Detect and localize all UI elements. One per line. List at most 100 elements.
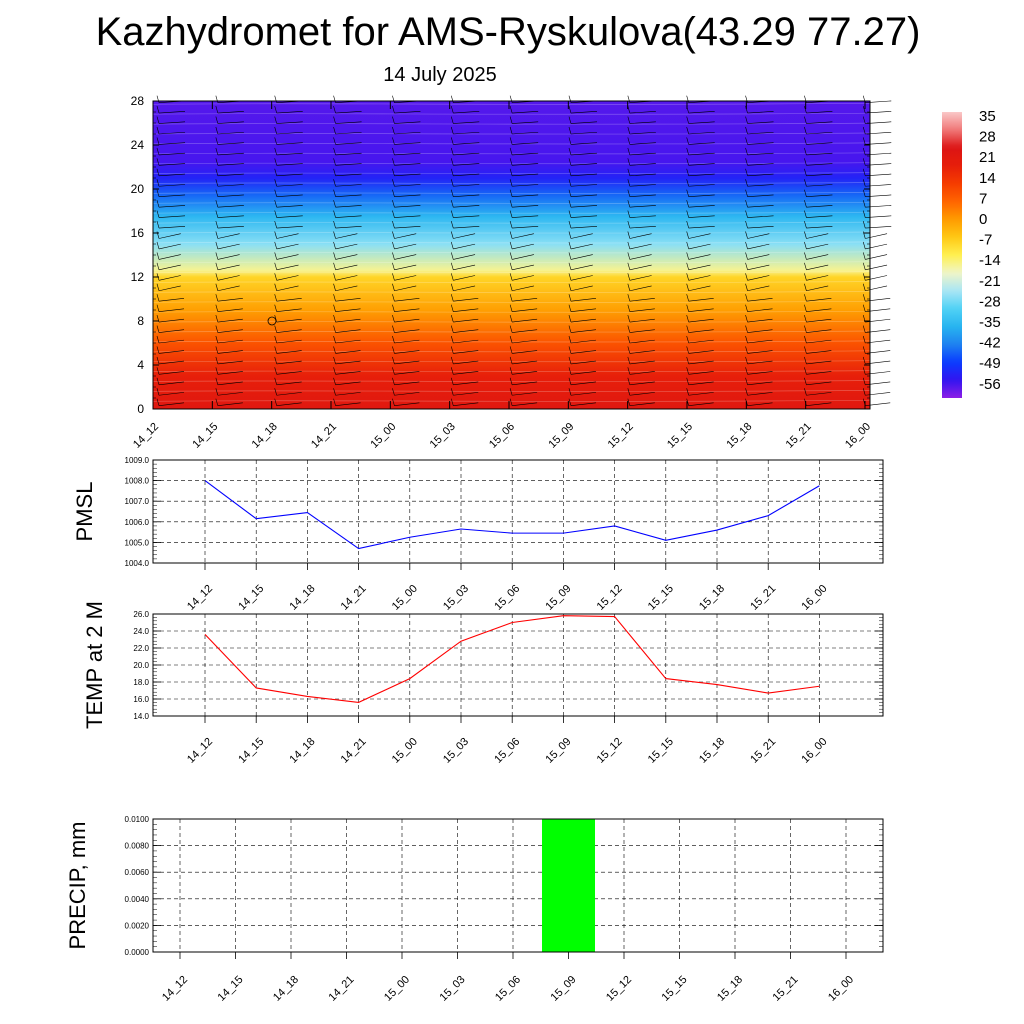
x-tick-label: 15_03 [428, 421, 458, 451]
wind-barb-feather [627, 147, 631, 155]
x-tick-label: 14_21 [339, 583, 369, 613]
wind-barb-feather [568, 168, 572, 176]
wind-barb-feather [274, 137, 277, 145]
y-tick-label: 0.0040 [125, 895, 150, 904]
y-tick-label: 22.0 [133, 644, 149, 653]
colorbar-label: 28 [979, 129, 996, 146]
wind-barb-feather [392, 231, 395, 239]
x-tick-label: 15_09 [543, 736, 573, 766]
wind-barb [688, 371, 714, 375]
wind-barb [276, 254, 299, 260]
wind-barb [394, 163, 421, 166]
wind-barb-feather [568, 241, 572, 250]
wind-barb-feather [862, 137, 866, 145]
wind-barb-feather [804, 137, 807, 145]
wind-barb [335, 264, 358, 271]
wind-barb-feather [686, 377, 689, 385]
wind-barb [629, 264, 652, 271]
wind-barb-feather [686, 388, 689, 396]
temp-chart: 14.0 16.0 18.0 20.0 22.0 24.0 26.0 14_12 14_15 14… [82, 601, 884, 766]
y-tick-label: 16 [131, 226, 145, 240]
wind-barb-feather [568, 283, 572, 291]
wind-barb-feather [215, 273, 219, 281]
wind-barb [688, 308, 714, 312]
wind-barb-feather [156, 189, 160, 197]
wind-barb [512, 318, 538, 323]
wind-barb [865, 264, 888, 271]
wind-barb [747, 350, 773, 354]
wind-barb-feather [215, 200, 219, 208]
wind-barb-feather [509, 116, 513, 124]
wind-barb-feather [215, 241, 219, 250]
wind-barb-feather [392, 179, 395, 187]
wind-barb [806, 350, 832, 354]
isotherm-line [152, 271, 871, 274]
x-tick-label: 15_09 [543, 583, 573, 613]
wind-barb [512, 392, 538, 396]
wind-barb-feather [686, 158, 689, 166]
wind-barb-feather [627, 189, 631, 197]
wind-barb-feather [745, 356, 748, 364]
wind-barb [512, 184, 539, 187]
wind-barb-feather [804, 262, 807, 270]
wind-barb [335, 360, 361, 365]
wind-barb [629, 194, 656, 197]
wind-barb-feather [333, 106, 336, 114]
series-line [204, 615, 820, 703]
isotherm-line [152, 102, 871, 105]
wind-barb-feather [392, 325, 395, 333]
wind-barb-feather [333, 126, 336, 135]
wind-barb [512, 152, 539, 156]
wind-barb-feather [686, 252, 689, 260]
colorbar-label: -49 [979, 355, 1001, 372]
wind-barb-feather [568, 377, 572, 385]
wind-barb-feather [627, 179, 631, 187]
wind-barb [512, 402, 538, 406]
wind-barb-feather [568, 158, 572, 166]
wind-barb-feather [215, 137, 219, 145]
wind-barb-feather [509, 210, 513, 218]
wind-barb-feather [804, 273, 807, 281]
x-tick-label: 15_00 [382, 974, 412, 1004]
wind-barb [629, 163, 656, 166]
wind-barb [217, 163, 244, 166]
wind-barb-feather [215, 315, 219, 323]
wind-barb [158, 339, 185, 344]
wind-barb-feather [333, 220, 336, 229]
wind-barb-feather [745, 126, 748, 135]
wind-barb [276, 194, 303, 197]
wind-barb-feather [156, 262, 160, 270]
wind-barb-feather [156, 325, 160, 333]
wind-barb-feather [745, 210, 748, 218]
wind-barb [747, 285, 770, 292]
wind-barb [865, 285, 888, 292]
wind-barb [158, 233, 181, 239]
wind-barb-feather [862, 252, 866, 260]
wind-barb-feather [568, 137, 572, 145]
wind-barb [394, 392, 420, 396]
wind-barb [865, 243, 888, 250]
wind-barb-feather [568, 335, 572, 344]
x-tick-label: 14_15 [236, 583, 266, 613]
wind-barb-feather [686, 398, 689, 406]
wind-barb [688, 243, 711, 250]
wind-barb-feather [333, 116, 336, 124]
wind-barb [512, 329, 538, 333]
wind-barb [806, 298, 832, 302]
pmsl-chart: 1004.0 1005.0 1006.0 1007.0 1008.0 1009.0 14_1… [72, 456, 884, 613]
wind-barb [335, 275, 358, 281]
wind-barb-feather [392, 304, 395, 312]
wind-barb-feather [215, 116, 219, 124]
wind-barb-feather [568, 179, 572, 187]
wind-barb [806, 339, 832, 344]
wind-barb-feather [627, 262, 631, 270]
wind-barb-feather [274, 147, 277, 155]
wind-barb [394, 350, 420, 354]
wind-barb-feather [215, 367, 219, 375]
wind-barb [806, 381, 832, 386]
wind-barb [217, 121, 244, 124]
wind-barb-feather [274, 158, 277, 166]
wind-barb [512, 298, 538, 302]
x-tick-label: 14_21 [327, 974, 357, 1004]
y-tick-label: 1005.0 [125, 538, 150, 547]
